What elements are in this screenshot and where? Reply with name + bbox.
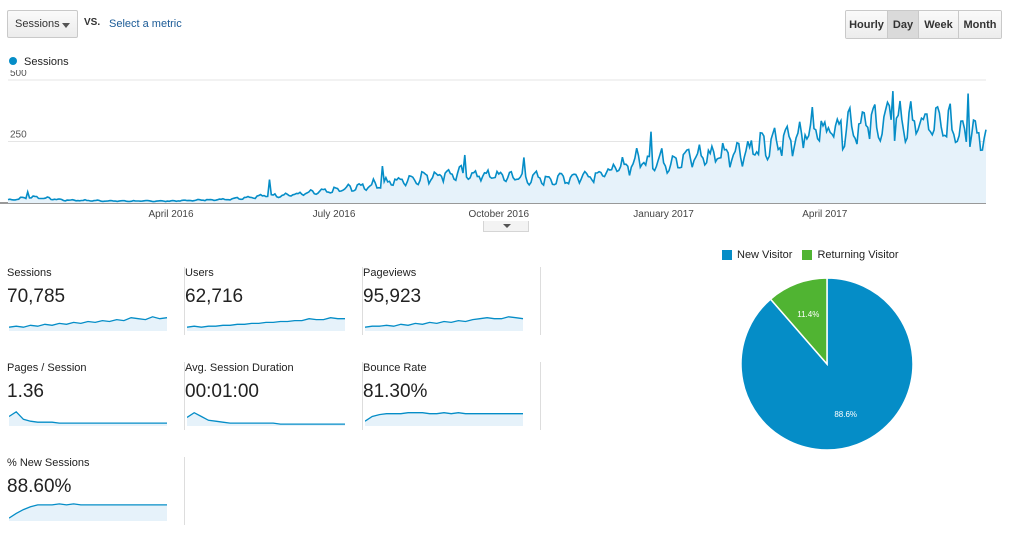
metric-tile-bounce-rate[interactable]: Bounce Rate 81.30% [363,362,541,430]
metric-sparkline [365,316,524,331]
x-tick-label: April 2017 [802,209,847,220]
metric-sparkline [365,412,523,426]
sparkline-fill [9,316,167,331]
metric-sparkline [9,410,167,426]
legend-returning-visitor[interactable]: Returning Visitor [802,249,899,261]
vs-label: VS. [84,17,101,28]
metric-tile-new-sessions[interactable]: % New Sessions 88.60% [7,457,185,525]
sparkline-line [365,412,523,422]
sparkline-line [9,410,167,424]
x-tick-label: October 2016 [468,209,529,220]
sparkline-line [9,503,167,519]
pie-slice-label: 88.6% [834,410,857,419]
sparkline-line [187,411,345,425]
sparkline-fill [187,317,345,331]
metric-sparkline [9,316,168,331]
x-tick-label: July 2016 [313,209,356,220]
timescale-week-button[interactable]: Week [919,11,959,38]
sessions-over-time-chart: 250 500 April 2016 July 2016 October 2016 Jan… [0,70,987,220]
returning-visitor-swatch-icon [802,250,813,260]
metric-value: 62,716 [185,286,244,307]
sparkline-line [187,317,345,328]
sparkline-line [365,316,524,328]
y-tick-label: 500 [10,70,27,79]
sessions-series-line [7,91,987,203]
sparkline-fill [9,411,167,426]
chart-collapse-toggle[interactable] [483,221,529,232]
sparkline-fill [365,412,523,426]
legend-sessions-label: Sessions [24,56,69,68]
legend-label: Returning Visitor [817,249,899,261]
metric-label: Sessions [7,267,52,279]
metric-select-label: Sessions [15,18,60,30]
pie-slice-returning-visitor [769,277,828,367]
new-visitor-swatch-icon [722,250,732,260]
metric-label: Bounce Rate [363,362,427,374]
timescale-toggle: Hourly Day Week Month [845,10,1002,39]
timescale-hourly-button[interactable]: Hourly [846,11,888,38]
pie-slice-label: 11.4% [797,310,819,319]
metric-sparkline [9,503,167,521]
metric-tile-pages-per-session[interactable]: Pages / Session 1.36 [7,362,185,430]
legend-label: New Visitor [737,249,793,261]
chart-legend: Sessions [9,56,69,68]
legend-new-visitor[interactable]: New Visitor [722,249,792,261]
sessions-legend-dot-icon [9,57,17,65]
metric-select[interactable]: Sessions [7,10,78,38]
metric-tile-avg-session-duration[interactable]: Avg. Session Duration 00:01:00 [185,362,363,430]
select-metric-link[interactable]: Select a metric [109,18,182,30]
metric-tile-sessions[interactable]: Sessions 70,785 [7,267,185,335]
metric-value: 88.60% [7,476,72,497]
metric-value: 70,785 [7,286,66,307]
metric-value: 00:01:00 [185,381,259,402]
metric-tile-pageviews[interactable]: Pageviews 95,923 [363,267,541,335]
x-tick-label: January 2017 [633,209,694,220]
sessions-area-fill [8,91,986,203]
metric-label: Users [185,267,214,279]
metric-sparkline [187,411,345,426]
sparkline-fill [365,316,523,331]
sparkline-fill [9,503,167,521]
visitor-type-pie-chart: 88.6% 11.4% [740,277,914,451]
metric-label: Pageviews [363,267,417,279]
pie-legend: New Visitor Returning Visitor [722,249,909,261]
timescale-day-button[interactable]: Day [888,11,919,38]
metric-label: Avg. Session Duration [185,362,294,374]
timescale-month-button[interactable]: Month [959,11,1001,38]
metric-label: Pages / Session [7,362,87,374]
metric-sparkline [187,317,345,331]
metric-value: 95,923 [363,286,422,307]
sparkline-line [9,316,168,328]
metric-label: % New Sessions [7,457,90,469]
metric-tile-users[interactable]: Users 62,716 [185,267,363,335]
y-tick-label: 250 [10,130,27,141]
caret-down-icon [62,23,70,28]
x-tick-label: April 2016 [148,209,193,220]
metric-value: 1.36 [7,381,44,402]
chevron-down-icon [503,224,511,228]
metric-value: 81.30% [363,381,428,402]
